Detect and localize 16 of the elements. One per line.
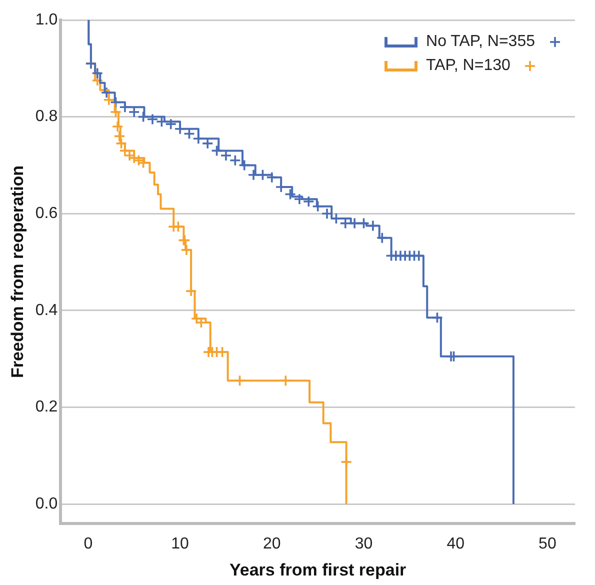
x-tick-label: 20 xyxy=(263,535,281,552)
legend-label: No TAP, N=355 xyxy=(426,32,535,52)
y-tick-label: 0.2 xyxy=(35,398,58,416)
x-tick-label: 10 xyxy=(171,535,190,552)
y-tick-label: 0.4 xyxy=(35,302,58,319)
y-tick-label: 0.8 xyxy=(35,108,58,126)
legend-label: TAP, N=130 xyxy=(426,56,510,76)
y-tick-label: 1.0 xyxy=(35,11,58,28)
x-tick-label: 30 xyxy=(354,535,373,552)
y-tick-label: 0.6 xyxy=(35,205,58,222)
x-tick-label: 0 xyxy=(84,535,93,552)
x-axis-title: Years from first repair xyxy=(229,560,407,580)
y-axis-title: Freedom from reoperation xyxy=(8,165,27,378)
y-tick-label: 0.0 xyxy=(35,495,58,512)
x-tick-label: 40 xyxy=(446,535,465,552)
x-tick-label: 50 xyxy=(538,535,556,552)
